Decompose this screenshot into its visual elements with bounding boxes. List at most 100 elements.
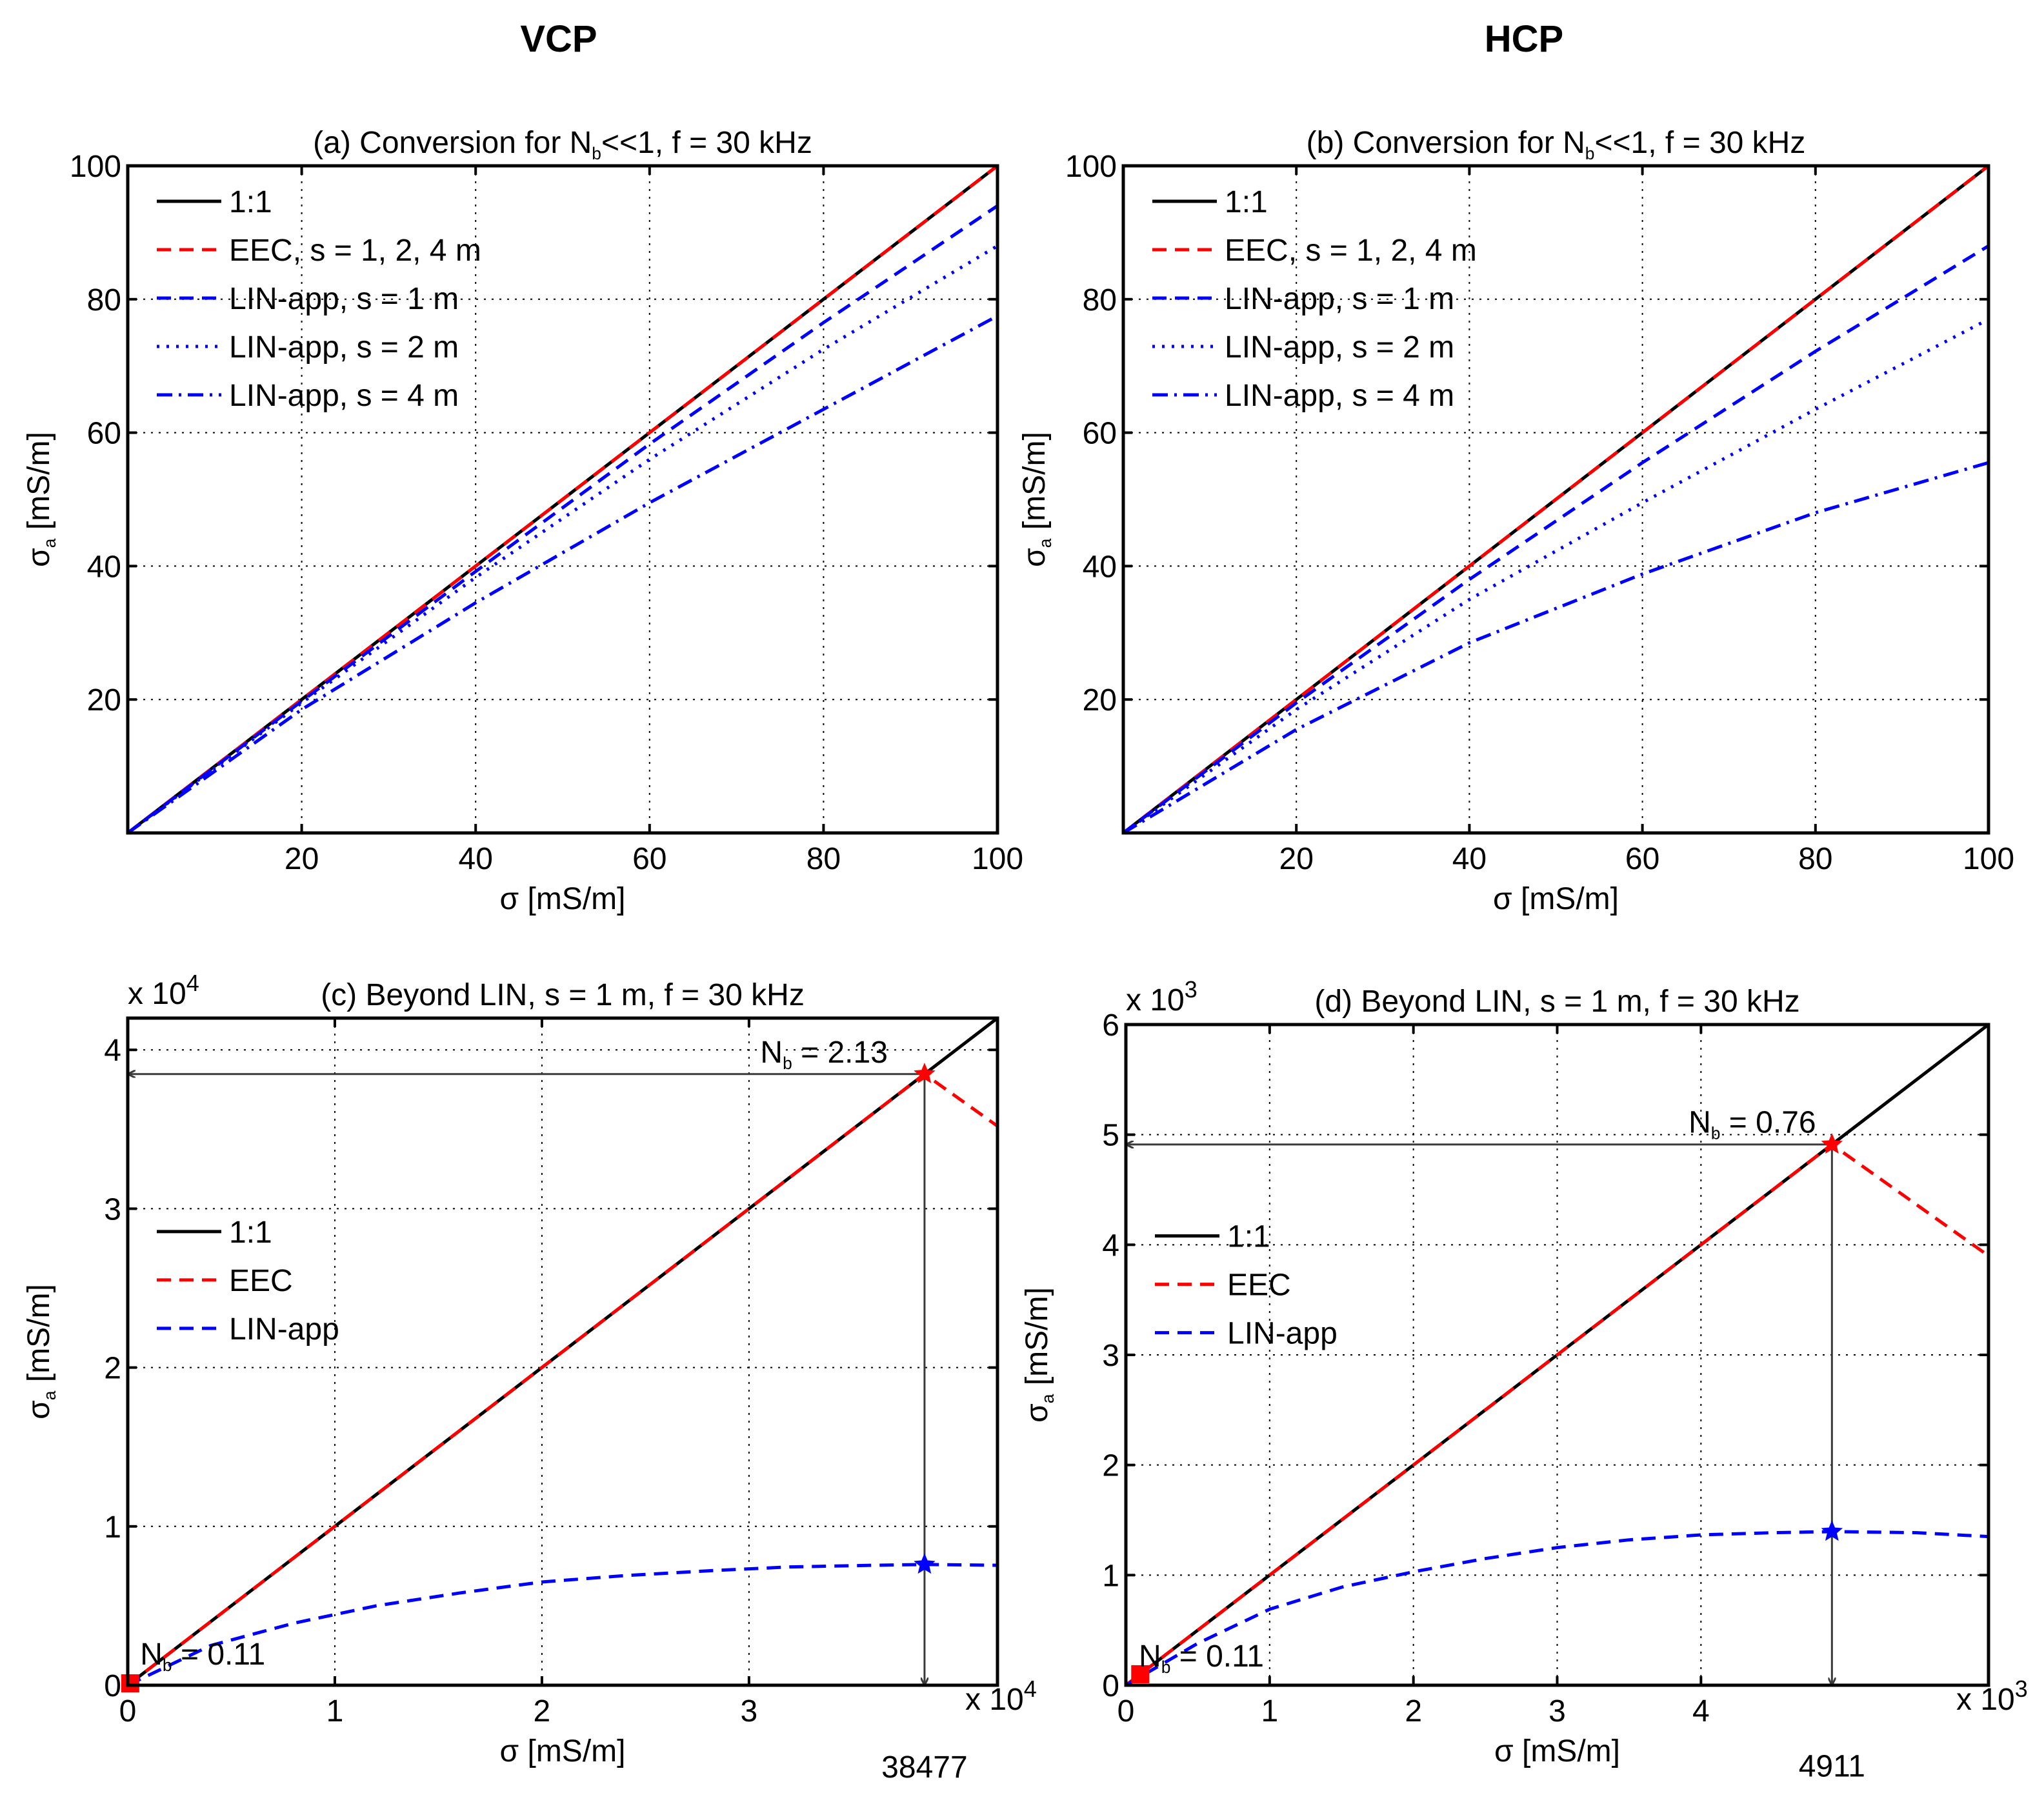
x-tick-label: 20 xyxy=(1279,842,1314,876)
y-tick-label: 20 xyxy=(87,683,121,717)
x-tick-label: 40 xyxy=(1452,842,1487,876)
legend-label: EEC, s = 1, 2, 4 m xyxy=(1225,234,1477,268)
legend: 1:1 EEC LIN-app xyxy=(1155,1220,1338,1351)
x-tick-label: 1 xyxy=(326,1694,344,1728)
legend-label: 1:1 xyxy=(1225,185,1268,219)
series-line-lin-app xyxy=(128,1563,997,1685)
chart-a: (a) Conversion for Nb<<1, f = 30 kHz 20 40… xyxy=(22,126,1023,916)
x-tick-label: 2 xyxy=(534,1694,551,1728)
annotation-label: 4911 xyxy=(1799,1750,1865,1784)
chart-c-title-main: (c) Beyond LIN, s = 1 m, f = 30 kHz xyxy=(321,978,805,1012)
x-tick-label: 80 xyxy=(807,842,841,876)
series-line-lin-app-s-4-m xyxy=(128,314,997,833)
y-tick-label: 3 xyxy=(104,1192,121,1226)
x-tick-label: 3 xyxy=(1548,1694,1566,1728)
column-title-hcp: HCP xyxy=(1485,18,1563,60)
y-axis-label-sub: a xyxy=(40,1390,59,1400)
y-axis-label-main: σ xyxy=(1017,548,1052,567)
series-line-lin-app-s-2-m xyxy=(128,244,997,833)
annotation-label-tail: = 0.11 xyxy=(172,1637,266,1672)
x-axis-label: σ [mS/m] xyxy=(500,882,626,916)
annotation-label-main: 4911 xyxy=(1799,1750,1865,1784)
y-axis-label-tail: [mS/m] xyxy=(1020,1287,1054,1394)
annotation-label-tail: = 2.13 xyxy=(792,1036,888,1070)
plot-frame xyxy=(126,164,999,835)
x-tick-label: 0 xyxy=(119,1694,137,1728)
y-axis-label-sub: a xyxy=(40,538,59,548)
annotation-label-sub: b xyxy=(163,1656,172,1675)
chart-c-title: (c) Beyond LIN, s = 1 m, f = 30 kHz xyxy=(321,978,805,1012)
chart-b-title-tail: <<1, f = 30 kHz xyxy=(1594,126,1805,160)
y-tick-label: 2 xyxy=(1102,1449,1119,1483)
y-axis-label-main: σ xyxy=(22,1400,56,1419)
annotation-label: Nb = 2.13 xyxy=(760,1036,887,1073)
annotation-label: Nb = 0.11 xyxy=(1139,1639,1264,1677)
y-tick-label: 80 xyxy=(1083,283,1117,317)
legend-label: LIN-app, s = 1 m xyxy=(229,282,459,316)
y-axis-label-tail: [mS/m] xyxy=(22,1284,56,1390)
annotation-label-main: N xyxy=(1139,1639,1161,1674)
annotation-label-main: N xyxy=(760,1036,783,1070)
legend-label: LIN-app, s = 2 m xyxy=(229,330,459,365)
legend-label: LIN-app xyxy=(229,1312,339,1346)
y-axis-label: σa [mS/m] xyxy=(1020,1287,1057,1423)
legend: 1:1 EEC, s = 1, 2, 4 m LIN-app, s = 1 m LIN… xyxy=(157,185,481,413)
y-tick-label: 1 xyxy=(104,1510,121,1545)
legend-label: LIN-app, s = 1 m xyxy=(1225,282,1454,316)
legend-label: LIN-app, s = 4 m xyxy=(229,379,459,413)
y-tick-label: 100 xyxy=(1065,150,1117,184)
legend-label: 1:1 xyxy=(229,185,272,219)
annotation-label-sub: b xyxy=(1161,1657,1171,1677)
annotation-label-sub: b xyxy=(1711,1123,1721,1143)
y-tick-label: 0 xyxy=(1102,1669,1119,1703)
x-tick-label: 4 xyxy=(1692,1694,1710,1728)
data-marker-square xyxy=(121,1674,139,1693)
data-marker-star xyxy=(914,1063,936,1084)
plot-frame xyxy=(1121,164,1990,835)
x-exponent-power: 4 xyxy=(1024,1676,1037,1702)
y-exponent-label: x 103 xyxy=(1126,976,1197,1017)
y-tick-label: 4 xyxy=(104,1034,121,1068)
chart-c: (c) Beyond LIN, s = 1 m, f = 30 kHz 0 1 2 3 0… xyxy=(22,970,1037,1785)
legend: 1:1 EEC, s = 1, 2, 4 m LIN-app, s = 1 m LIN… xyxy=(1152,185,1477,413)
series-line-lin-app-s-4-m xyxy=(1123,461,1989,833)
x-exponent-base: x 10 xyxy=(965,1683,1024,1717)
y-tick-label: 60 xyxy=(1083,417,1117,451)
plot-area xyxy=(128,166,997,833)
y-tick-label: 80 xyxy=(87,283,121,317)
y-tick-label: 0 xyxy=(104,1669,121,1703)
y-axis-label-tail: [mS/m] xyxy=(1017,432,1052,538)
y-axis-label-sub: a xyxy=(1038,1394,1057,1403)
y-axis-label-sub: a xyxy=(1036,538,1055,548)
chart-b: (b) Conversion for Nb<<1, f = 30 kHz 20 40… xyxy=(1017,126,2014,916)
x-tick-label: 40 xyxy=(459,842,493,876)
chart-a-title-sub: b xyxy=(592,144,601,163)
annotation-label-main: N xyxy=(140,1637,163,1672)
annotation-label: 38477 xyxy=(881,1750,967,1785)
legend-label: EEC, s = 1, 2, 4 m xyxy=(229,234,481,268)
plot-area xyxy=(1123,166,1989,833)
x-axis-label: σ [mS/m] xyxy=(1494,1734,1620,1768)
y-tick-label: 5 xyxy=(1102,1119,1119,1153)
x-tick-label: 80 xyxy=(1798,842,1832,876)
y-exponent-base: x 10 xyxy=(1126,983,1185,1017)
chart-a-title-tail: <<1, f = 30 kHz xyxy=(601,126,812,160)
y-tick-label: 6 xyxy=(1102,1008,1119,1043)
annotation-label-main: 38477 xyxy=(881,1750,967,1785)
y-axis-label: σa [mS/m] xyxy=(22,1284,59,1419)
legend-label: 1:1 xyxy=(1227,1220,1270,1254)
y-axis-label: σa [mS/m] xyxy=(1017,432,1055,567)
y-tick-label: 2 xyxy=(104,1352,121,1386)
annotation-label-main: N xyxy=(1688,1105,1711,1139)
data-marker-star xyxy=(1821,1133,1843,1154)
legend-label: EEC xyxy=(1227,1268,1291,1303)
series-line-eec xyxy=(128,1072,997,1685)
y-axis-label-tail: [mS/m] xyxy=(22,432,56,538)
chart-b-title-main: (b) Conversion for N xyxy=(1307,126,1585,160)
chart-d: (d) Beyond LIN, s = 1 m, f = 30 kHz 0 1 2 3 4… xyxy=(1020,976,2028,1784)
x-tick-label: 20 xyxy=(285,842,319,876)
chart-a-title: (a) Conversion for Nb<<1, f = 30 kHz xyxy=(313,126,812,163)
y-axis-label-main: σ xyxy=(22,548,56,567)
